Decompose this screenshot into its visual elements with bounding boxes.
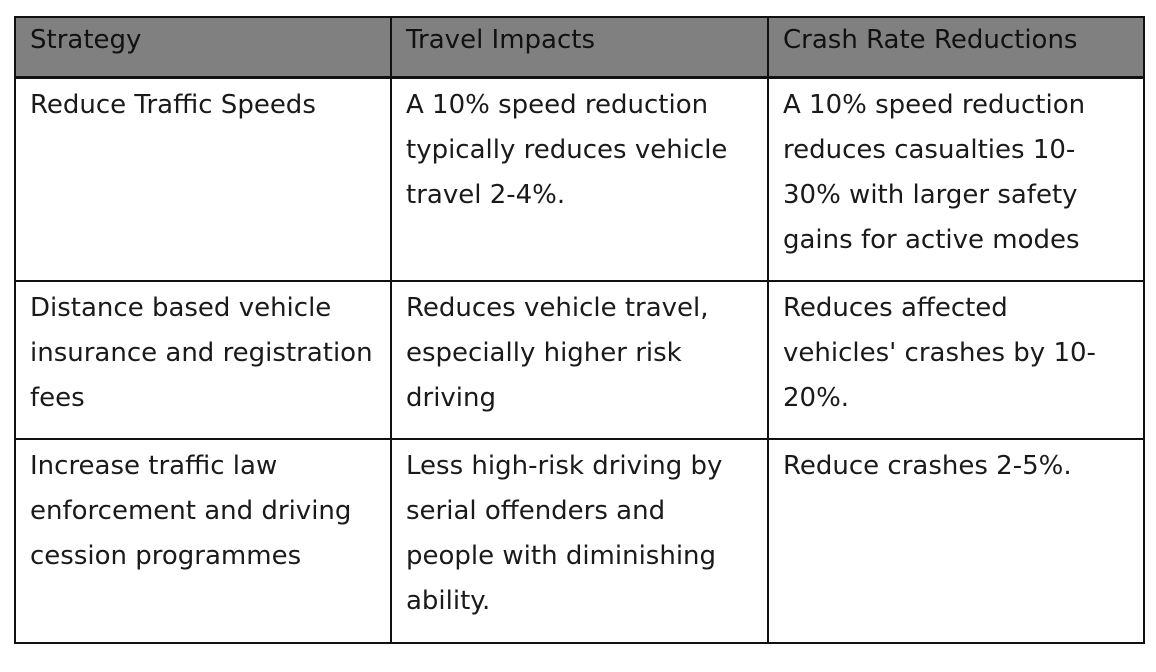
cell-text: Reduce crashes 2-5%. bbox=[783, 451, 1072, 481]
cell-text: A 10% speed reduction reduces casualties… bbox=[783, 90, 1086, 255]
cell-crash-rate-reductions: A 10% speed reduction reduces casualties… bbox=[767, 76, 1145, 282]
cell-text: Less high-risk driving by serial offende… bbox=[406, 451, 723, 616]
cell-travel-impacts: A 10% speed reduction typically reduces … bbox=[390, 76, 769, 282]
cell-text: Reduces affected vehicles' crashes by 10… bbox=[783, 293, 1096, 413]
header-strategy: Strategy bbox=[14, 16, 392, 79]
cell-text: Distance based vehicle insurance and reg… bbox=[30, 293, 373, 413]
header-row: Strategy Travel Impacts Crash Rate Reduc… bbox=[14, 16, 1145, 79]
cell-text: Reduces vehicle travel, especially highe… bbox=[406, 293, 709, 413]
cell-strategy: Increase traffic law enforcement and dri… bbox=[14, 438, 392, 644]
header-crash-rate-reductions: Crash Rate Reductions bbox=[767, 16, 1145, 79]
cell-strategy: Distance based vehicle insurance and reg… bbox=[14, 280, 392, 440]
table-row: Increase traffic law enforcement and dri… bbox=[14, 438, 1145, 644]
table-body: Reduce Traffic Speeds A 10% speed reduct… bbox=[14, 76, 1145, 644]
cell-strategy: Reduce Traffic Speeds bbox=[14, 76, 392, 282]
cell-crash-rate-reductions: Reduces affected vehicles' crashes by 10… bbox=[767, 280, 1145, 440]
table-row: Reduce Traffic Speeds A 10% speed reduct… bbox=[14, 76, 1145, 282]
strategy-table: Strategy Travel Impacts Crash Rate Reduc… bbox=[14, 16, 1145, 644]
strategy-table-container: Strategy Travel Impacts Crash Rate Reduc… bbox=[14, 16, 1145, 644]
table-header: Strategy Travel Impacts Crash Rate Reduc… bbox=[14, 16, 1145, 79]
cell-text: A 10% speed reduction typically reduces … bbox=[406, 90, 728, 210]
cell-travel-impacts: Less high-risk driving by serial offende… bbox=[390, 438, 769, 644]
cell-text: Reduce Traffic Speeds bbox=[30, 90, 316, 120]
table-row: Distance based vehicle insurance and reg… bbox=[14, 280, 1145, 440]
header-travel-impacts: Travel Impacts bbox=[390, 16, 769, 79]
cell-crash-rate-reductions: Reduce crashes 2-5%. bbox=[767, 438, 1145, 644]
cell-text: Increase traffic law enforcement and dri… bbox=[30, 451, 352, 571]
cell-travel-impacts: Reduces vehicle travel, especially highe… bbox=[390, 280, 769, 440]
